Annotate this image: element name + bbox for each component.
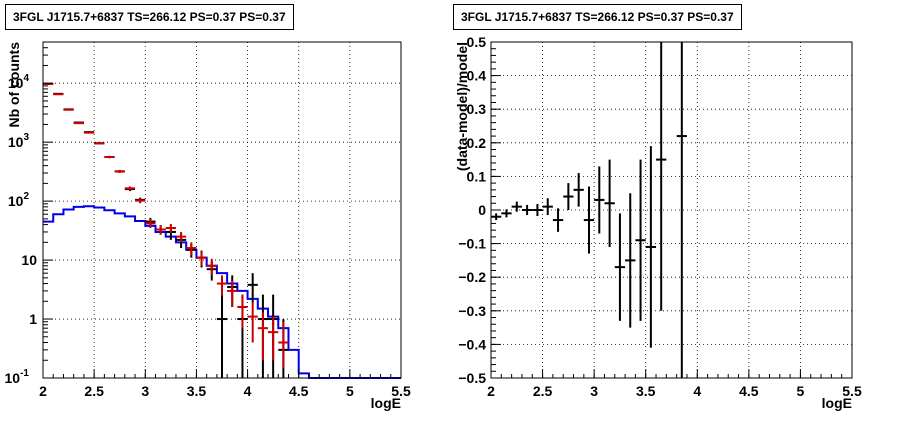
data-point [614,213,626,321]
x-tick-label: 3 [141,383,149,399]
data-point [237,294,248,329]
right-plot: 2 2.5 3 3.5 4 4.5 5 5.5 −0.5 −0.4 −0.3 −0.2 −0.1 0 0.1… [454,34,862,411]
x-tick-label: 4 [244,383,252,399]
data-point [583,186,595,254]
y-tick-label: −0.4 [458,336,486,352]
data-point [216,275,228,296]
data-point [247,273,258,303]
y-tick-label: 0.3 [467,101,487,117]
data-point [186,242,197,256]
y-tick-base: 10 [8,134,24,150]
x-tick-label: 5 [797,383,805,399]
data-point [145,219,156,229]
data-point [656,42,667,311]
data-point [532,203,543,217]
x-tick-label: 5 [346,383,354,399]
y-tick-label: 0 [478,202,486,218]
x-axis-title: logE [371,395,401,411]
y-tick-label: −0.5 [458,370,486,386]
x-tick-label: 3.5 [187,383,207,399]
y-tick-base: 10 [5,370,21,386]
x-tick-label: 4 [693,383,701,399]
data-point [63,108,74,111]
x-tick-label: 2.5 [84,383,104,399]
x-axis-title: logE [822,395,852,411]
data-point [175,231,187,243]
x-tick-label: 3 [590,383,598,399]
y-tick-label: 0.2 [467,135,487,151]
data-point [73,122,84,125]
data-point [206,258,217,276]
y-tick-label: 103 [8,132,30,150]
y-tick-exponent: 2 [23,191,29,202]
data-point [124,186,136,191]
x-tick-label: 5.5 [391,383,411,399]
y-axis-title: (data-model)/model [454,42,470,171]
data-point [594,166,605,234]
data-point [216,294,228,378]
data-point [573,173,584,207]
x-tick-label: 2 [39,383,47,399]
x-tick-label: 5.5 [842,383,862,399]
y-tick-base: 10 [8,75,24,91]
x-tick-label: 2.5 [533,383,553,399]
data-point [227,280,238,308]
y-tick-label: 102 [8,191,30,209]
left-chart-title: 3FGL J1715.7+6837 TS=266.12 PS=0.37 PS=0… [5,4,294,30]
data-point [501,209,512,218]
data-point [268,316,279,361]
x-tick-label: 2 [487,383,495,399]
data-point [83,131,95,134]
data-point [552,208,564,232]
y-tick-label: −0.3 [458,303,486,319]
data-point [165,223,176,233]
y-tick-label: 1 [29,311,37,327]
y-tick-label: 0.1 [467,168,487,184]
y-tick-label: 0.5 [467,34,487,50]
y-tick-base: 10 [8,193,24,209]
right-chart-title: 3FGL J1715.7+6837 TS=266.12 PS=0.37 PS=0… [453,4,742,30]
data-point [625,193,636,328]
y-tick-label: 0.4 [467,68,487,84]
data-point [511,201,522,212]
y-tick-exponent: 3 [23,132,29,143]
y-tick-exponent: -1 [20,368,29,379]
y-tick-label: −0.2 [458,269,486,285]
x-tick-label: 4.5 [739,383,759,399]
data-point [676,42,687,378]
data-point [135,198,146,204]
y-tick-exponent: 4 [23,73,29,84]
data-point [278,321,289,368]
data-point [53,93,64,96]
data-point [94,142,105,145]
data-point [521,204,533,216]
x-tick-label: 3.5 [636,383,656,399]
y-tick-label: 104 [8,73,30,91]
y-tick-label: 10 [21,252,37,268]
data-point [604,159,615,247]
data-point [196,251,207,266]
data-point [257,312,269,361]
data-point [155,225,166,235]
data-point [635,159,646,321]
y-tick-label: −0.1 [458,236,486,252]
data-point [247,302,258,343]
y-tick-label: 10-1 [5,368,30,386]
data-point [563,183,574,210]
x-tick-label: 4.5 [289,383,309,399]
data-point [104,155,115,159]
data-point [645,146,657,348]
y-axis-title: Nb of counts [6,42,22,128]
data-point [114,170,125,173]
data-point [542,198,553,216]
